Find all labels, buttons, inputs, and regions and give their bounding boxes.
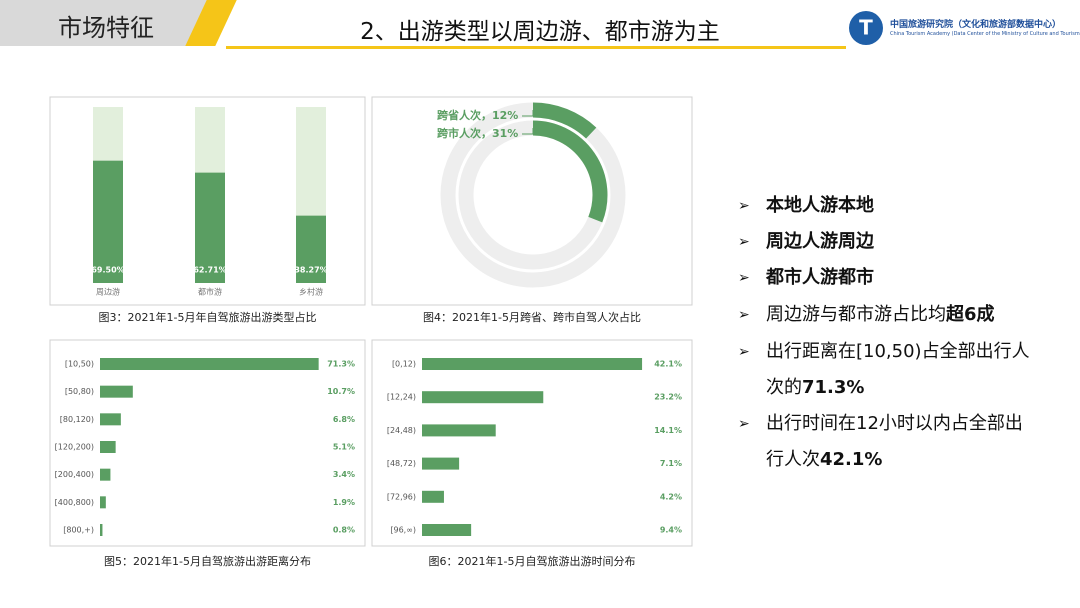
bullet-phrase: 周边游与都市游占比均 <box>766 304 946 325</box>
ring-arc <box>532 120 608 223</box>
data-label: 23.2% <box>654 393 682 402</box>
data-label: 跨市人次，31% <box>437 126 518 140</box>
ring-arc <box>532 102 597 139</box>
data-label: 6.8% <box>333 415 355 424</box>
bar <box>100 524 103 536</box>
x-tick-label: 都市游 <box>198 287 222 297</box>
x-tick-label: 乡村游 <box>299 287 323 297</box>
logo-english: China Tourism Academy (Data Center of th… <box>890 31 1080 37</box>
bullet-emphasis: 71.3% <box>802 377 865 398</box>
caption: 图4：2021年1-5月跨省、跨市自驾人次占比 <box>423 310 641 324</box>
y-tick-label: [48,72) <box>387 459 416 468</box>
data-label: 42.1% <box>654 360 682 369</box>
caption: 图3：2021年1-5月年自驾旅游出游类型占比 <box>99 310 317 324</box>
y-tick-label: [80,120) <box>60 415 94 424</box>
bullet-text: 都市人游都市 <box>766 260 1038 296</box>
panel <box>371 96 693 306</box>
data-label: 10.7% <box>327 387 355 396</box>
bar <box>422 424 496 437</box>
bullet: ➢ 都市人游都市 <box>738 260 1038 296</box>
panel <box>49 96 366 306</box>
bar <box>422 457 460 470</box>
svg-text:T: T <box>859 16 873 40</box>
bullet-emphasis: 42.1% <box>820 449 883 470</box>
section-box <box>0 0 210 46</box>
bullet-arrow: ➢ <box>738 198 750 214</box>
bullet-phrase: 出行距离在[10,50)占全部出行人次的 <box>766 341 1030 398</box>
bar <box>422 490 444 503</box>
bullet-phrase: 都市人游都市 <box>766 267 874 288</box>
bullet-phrase: 周边人游周边 <box>766 231 874 252</box>
data-label: 跨省人次，12% <box>437 108 518 122</box>
header-rule <box>226 46 846 49</box>
bullet-arrow: ➢ <box>738 344 750 360</box>
bullet-text: 周边人游周边 <box>766 224 1038 260</box>
x-tick-label: 周边游 <box>96 287 120 297</box>
bar <box>100 496 106 509</box>
y-tick-label: [10,50) <box>65 360 94 369</box>
bullet: ➢ 周边游与都市游占比均超6成 <box>738 297 1038 333</box>
bullet-arrow: ➢ <box>738 234 750 250</box>
logo-name: 中国旅游研究院（文化和旅游部数据中心） <box>890 20 1062 30</box>
bar <box>93 160 123 283</box>
y-tick-label: [0,12) <box>392 360 416 369</box>
bullet: ➢ 本地人游本地 <box>738 188 1038 224</box>
bullet: ➢ 周边人游周边 <box>738 224 1038 260</box>
panel <box>371 339 693 547</box>
bar <box>296 215 326 283</box>
bullet-phrase: 本地人游本地 <box>766 195 874 216</box>
bar <box>422 391 544 404</box>
bullet-text: 出行时间在12小时以内占全部出行人次42.1% <box>766 406 1038 478</box>
y-tick-label: [72,96) <box>387 492 416 501</box>
data-label: 1.9% <box>333 498 355 507</box>
y-tick-label: [400,800) <box>55 498 94 507</box>
y-tick-label: [200,400) <box>55 470 94 479</box>
bullet-text: 出行距离在[10,50)占全部出行人次的71.3% <box>766 334 1038 406</box>
leader-line <box>522 110 534 117</box>
y-tick-label: [12,24) <box>387 393 416 402</box>
data-label: 3.4% <box>333 470 355 479</box>
data-label: 9.4% <box>660 526 682 535</box>
data-label: 38.27% <box>294 266 327 275</box>
bullet-text: 周边游与都市游占比均超6成 <box>766 297 1038 333</box>
leader-line <box>522 128 534 135</box>
bar <box>422 358 643 370</box>
bar <box>100 358 319 370</box>
logo-icon: T <box>849 11 883 45</box>
data-label: 69.50% <box>91 266 124 275</box>
bullet-emphasis: 超6成 <box>946 304 995 325</box>
data-label: 0.8% <box>333 526 355 535</box>
section-title: 市场特征 <box>58 14 154 42</box>
y-tick-label: [120,200) <box>55 443 94 452</box>
y-tick-label: [24,48) <box>387 426 416 435</box>
bar <box>100 441 116 453</box>
data-label: 7.1% <box>660 459 682 468</box>
bar <box>195 172 225 283</box>
slide-title: 2、出游类型以周边游、都市游为主 <box>360 19 720 45</box>
data-label: 71.3% <box>327 360 355 369</box>
bullet-text: 本地人游本地 <box>766 188 1038 224</box>
bar <box>422 524 472 536</box>
panel <box>49 339 366 547</box>
data-label: 14.1% <box>654 426 682 435</box>
data-label: 5.1% <box>333 443 355 452</box>
bar <box>100 468 111 481</box>
bullet-phrase: 出行时间在12小时以内占全部出行人次 <box>766 413 1023 470</box>
y-tick-label: [96,∞) <box>390 526 416 535</box>
bullet-arrow: ➢ <box>738 270 750 286</box>
bullet-arrow: ➢ <box>738 307 750 323</box>
data-label: 62.71% <box>193 266 226 275</box>
y-tick-label: [50,80) <box>65 387 94 396</box>
bullet: ➢ 出行时间在12小时以内占全部出行人次42.1% <box>738 406 1038 478</box>
caption: 图5：2021年1-5月自驾旅游出游距离分布 <box>104 554 311 568</box>
bar <box>100 385 133 398</box>
bullet: ➢ 出行距离在[10,50)占全部出行人次的71.3% <box>738 334 1038 406</box>
bullet-arrow: ➢ <box>738 416 750 432</box>
caption: 图6：2021年1-5月自驾旅游出游时间分布 <box>429 554 636 568</box>
bar <box>100 413 121 426</box>
y-tick-label: [800,+) <box>63 526 94 535</box>
data-label: 4.2% <box>660 492 682 501</box>
